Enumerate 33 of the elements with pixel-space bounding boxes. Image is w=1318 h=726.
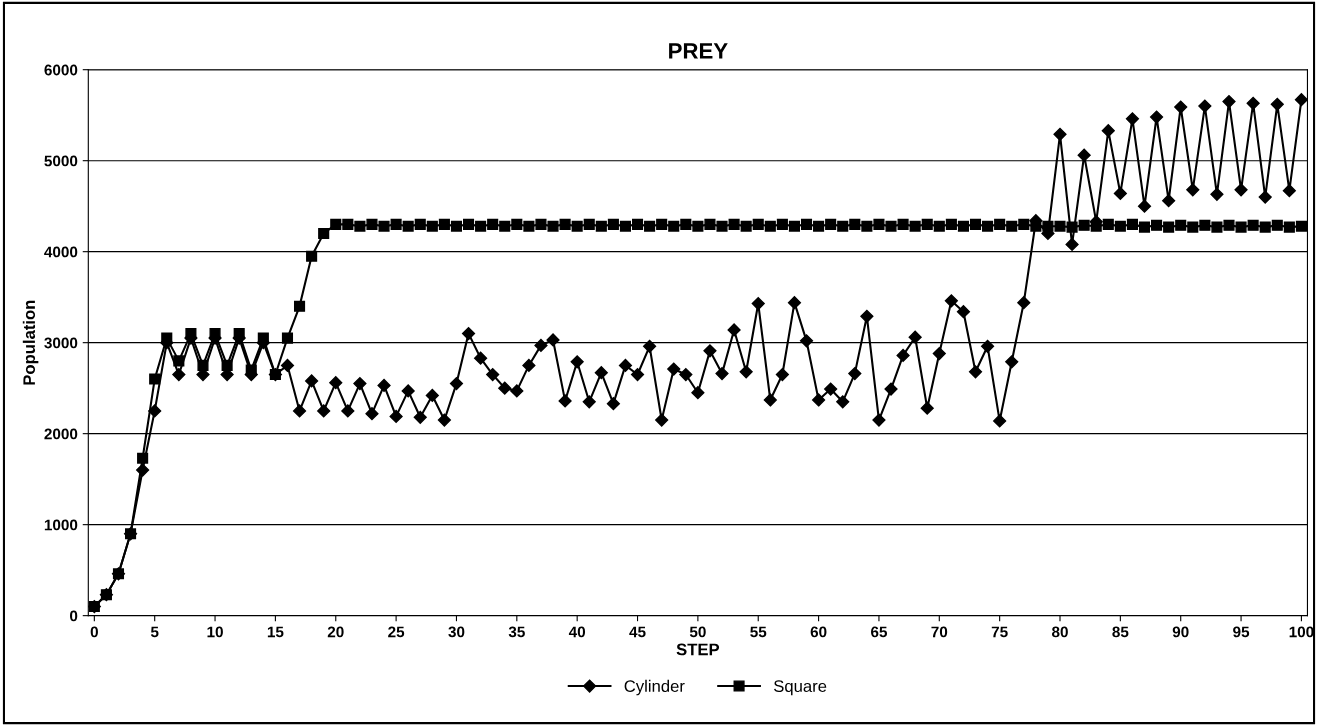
y-axis-title: Population bbox=[22, 300, 39, 385]
x-tick-label: 90 bbox=[1172, 626, 1189, 638]
x-tick-label: 95 bbox=[1233, 626, 1250, 638]
y-tick-label: 2000 bbox=[44, 428, 78, 440]
legend-label: Square bbox=[774, 680, 827, 696]
y-tick-label: 1000 bbox=[44, 519, 78, 531]
x-tick-label: 0 bbox=[90, 626, 98, 638]
x-tick-label: 35 bbox=[508, 626, 525, 638]
y-tick-label: 6000 bbox=[44, 64, 78, 76]
y-tick-label: 0 bbox=[70, 610, 78, 622]
x-tick-label: 45 bbox=[629, 626, 646, 638]
chart-title: PREY bbox=[669, 43, 728, 59]
x-tick-label: 100 bbox=[1289, 626, 1314, 638]
x-tick-label: 25 bbox=[388, 626, 405, 638]
x-tick-label: 10 bbox=[207, 626, 223, 638]
x-tick-label: 85 bbox=[1112, 626, 1129, 638]
x-tick-label: 55 bbox=[750, 626, 767, 638]
x-tick-label: 20 bbox=[327, 626, 344, 638]
y-tick-label: 5000 bbox=[44, 155, 78, 167]
y-tick-label: 3000 bbox=[44, 337, 78, 349]
x-tick-label: 75 bbox=[991, 626, 1008, 638]
x-tick-label: 65 bbox=[871, 626, 888, 638]
x-tick-label: 30 bbox=[448, 626, 465, 638]
x-tick-label: 40 bbox=[568, 626, 586, 638]
x-tick-label: 15 bbox=[267, 626, 284, 638]
y-tick-label: 4000 bbox=[44, 246, 78, 258]
x-tick-label: 50 bbox=[689, 626, 706, 638]
x-axis-title: STEP bbox=[676, 643, 720, 656]
x-tick-label: 60 bbox=[810, 626, 827, 638]
x-tick-label: 80 bbox=[1051, 626, 1068, 638]
legend-label: Cylinder bbox=[624, 679, 685, 696]
x-tick-label: 70 bbox=[931, 626, 948, 638]
x-tick-label: 5 bbox=[150, 626, 159, 638]
